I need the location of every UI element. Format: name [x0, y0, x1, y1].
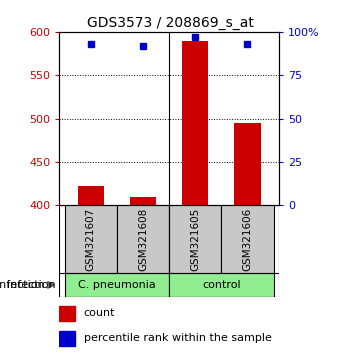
Bar	[169, 273, 274, 297]
Text: count: count	[84, 308, 115, 318]
Bar	[59, 306, 75, 321]
Text: GSM321605: GSM321605	[190, 207, 200, 270]
Bar	[59, 331, 75, 346]
Bar	[221, 205, 274, 273]
Bar	[78, 186, 104, 205]
Bar	[169, 205, 221, 273]
Text: infection: infection	[0, 280, 44, 290]
Text: GDS3573 / 208869_s_at: GDS3573 / 208869_s_at	[87, 16, 253, 30]
Bar	[234, 123, 260, 205]
Text: C. pneumonia: C. pneumonia	[78, 280, 156, 290]
Text: GSM321607: GSM321607	[86, 207, 96, 270]
Text: percentile rank within the sample: percentile rank within the sample	[84, 333, 272, 343]
Text: control: control	[202, 280, 241, 290]
Bar	[130, 197, 156, 205]
Bar	[117, 205, 169, 273]
Text: GSM321606: GSM321606	[242, 207, 253, 270]
Text: infection: infection	[7, 280, 56, 290]
Text: GSM321608: GSM321608	[138, 207, 148, 270]
Bar	[65, 205, 117, 273]
Bar	[182, 41, 208, 205]
Bar	[65, 273, 169, 297]
